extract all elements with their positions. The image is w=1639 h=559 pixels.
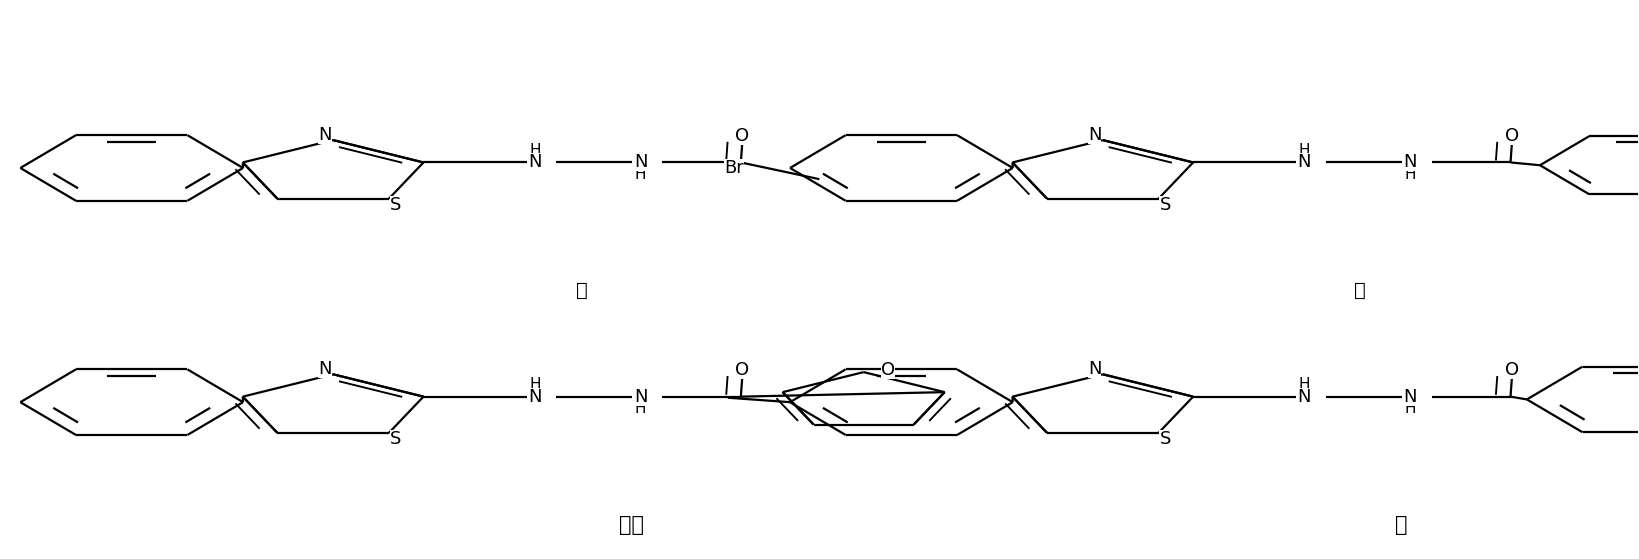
Text: O: O [736, 361, 749, 379]
Text: H: H [634, 167, 646, 182]
Text: H: H [634, 401, 646, 416]
Text: ，: ， [1354, 281, 1365, 300]
Text: N: N [1088, 126, 1101, 144]
Text: O: O [1505, 361, 1519, 379]
Text: O: O [1505, 127, 1519, 145]
Text: S: S [390, 430, 402, 448]
Text: N: N [1403, 153, 1418, 172]
Text: H: H [1298, 377, 1310, 392]
Text: N: N [1298, 387, 1311, 406]
Text: 、和: 、和 [618, 515, 644, 535]
Text: S: S [1159, 430, 1170, 448]
Text: N: N [318, 126, 331, 144]
Text: N: N [528, 153, 541, 172]
Text: ，: ， [577, 281, 588, 300]
Text: N: N [634, 153, 647, 172]
Text: H: H [1405, 167, 1416, 182]
Text: S: S [1159, 196, 1170, 214]
Text: N: N [1298, 153, 1311, 172]
Text: N: N [634, 387, 647, 406]
Text: N: N [1088, 360, 1101, 378]
Text: H: H [1405, 401, 1416, 416]
Text: N: N [528, 387, 541, 406]
Text: H: H [529, 143, 541, 158]
Text: O: O [736, 127, 749, 145]
Text: 。: 。 [1395, 515, 1408, 535]
Text: S: S [390, 196, 402, 214]
Text: H: H [529, 377, 541, 392]
Text: H: H [1298, 143, 1310, 158]
Text: N: N [318, 360, 331, 378]
Text: Br: Br [724, 159, 744, 177]
Text: O: O [882, 362, 895, 380]
Text: N: N [1403, 387, 1418, 406]
